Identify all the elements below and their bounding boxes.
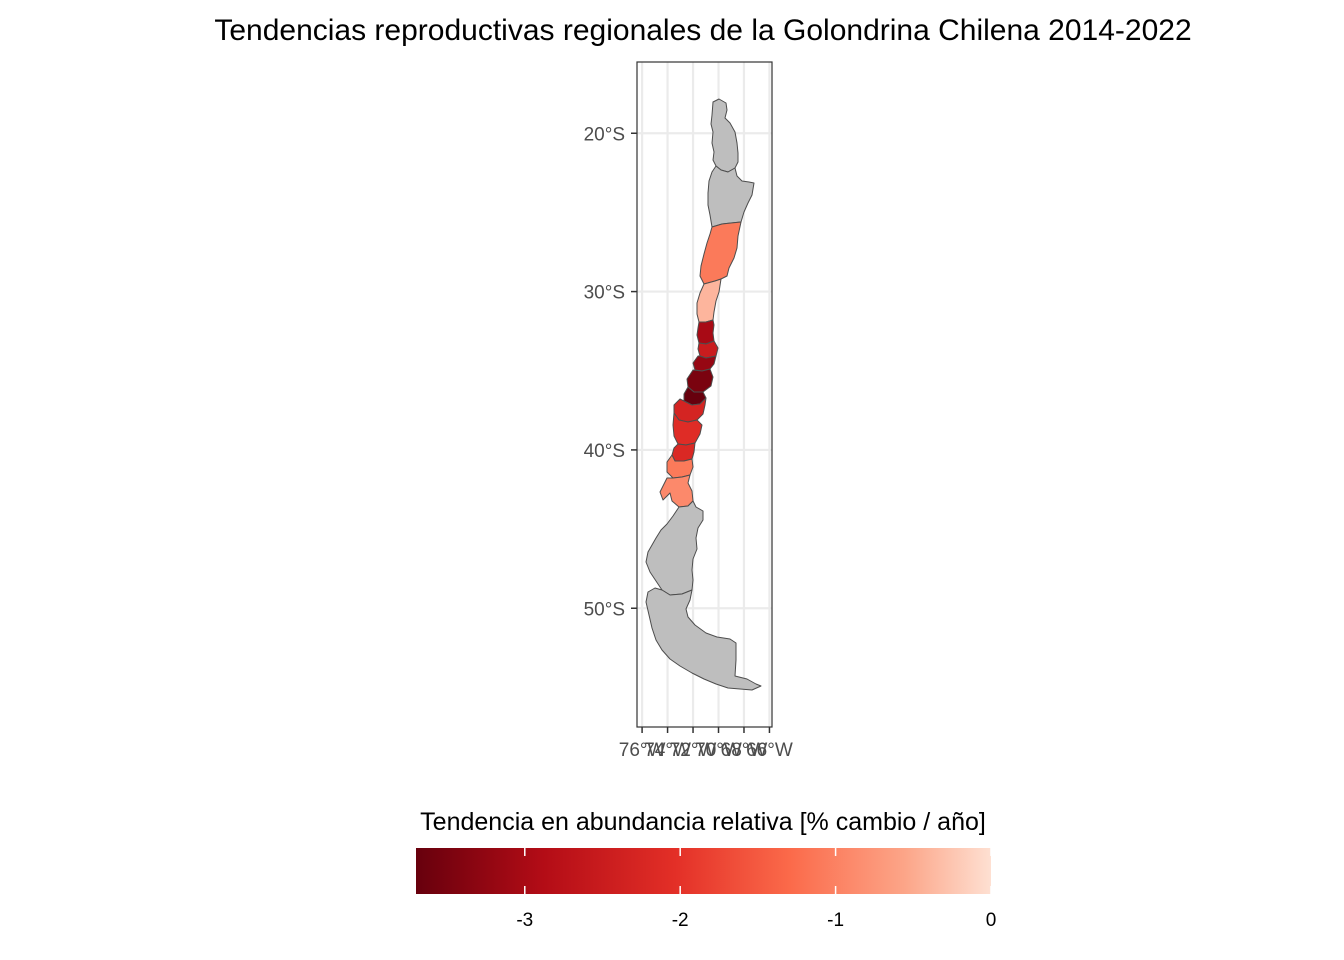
panel-border [636, 61, 773, 728]
latitude-axis: 20°S 30°S 40°S 50°S [584, 124, 637, 620]
lat-tick-label: 50°S [584, 599, 625, 620]
region-antofagasta [707, 165, 755, 228]
lat-tick-label: 30°S [584, 283, 625, 304]
region-polygons [645, 98, 762, 691]
region-ohiggins [692, 355, 717, 372]
legend-colorbar [416, 848, 991, 894]
legend-ticks: -3 -2 -1 0 [516, 848, 996, 931]
region-arica-tarapaca [710, 98, 739, 173]
lon-tick-label: 66°W [746, 740, 793, 761]
lon-tick-label: 72°W [670, 740, 717, 761]
lon-tick-label: 74°W [644, 740, 691, 761]
region-maule [686, 368, 714, 393]
map-panel: 20°S 30°S 40°S 50°S 76°W74°W72°W70°W68°W66°… [584, 61, 793, 761]
lon-tick-label: 70°W [695, 740, 742, 761]
longitude-axis: 76°W74°W72°W70°W68°W66°W [619, 727, 793, 761]
chart-title: Tendencias reproductivas regionales de l… [214, 14, 1191, 47]
legend-tick-label: 0 [986, 910, 997, 931]
region-valparaiso [696, 319, 715, 345]
region-magallanes [645, 587, 762, 691]
legend-tick-label: -2 [672, 910, 689, 931]
legend: Tendencia en abundancia relativa [% camb… [416, 808, 996, 931]
lon-tick-label: 68°W [721, 740, 768, 761]
legend-title: Tendencia en abundancia relativa [% camb… [420, 808, 986, 836]
legend-tick-label: -3 [516, 910, 533, 931]
region-atacama [699, 221, 742, 285]
lat-tick-label: 40°S [584, 441, 625, 462]
legend-tick-label: -1 [827, 910, 844, 931]
region-araucania [672, 412, 703, 446]
region-metropolitana [697, 340, 719, 359]
lat-tick-label: 20°S [584, 124, 625, 145]
lon-tick-label: 76°W [619, 740, 666, 761]
